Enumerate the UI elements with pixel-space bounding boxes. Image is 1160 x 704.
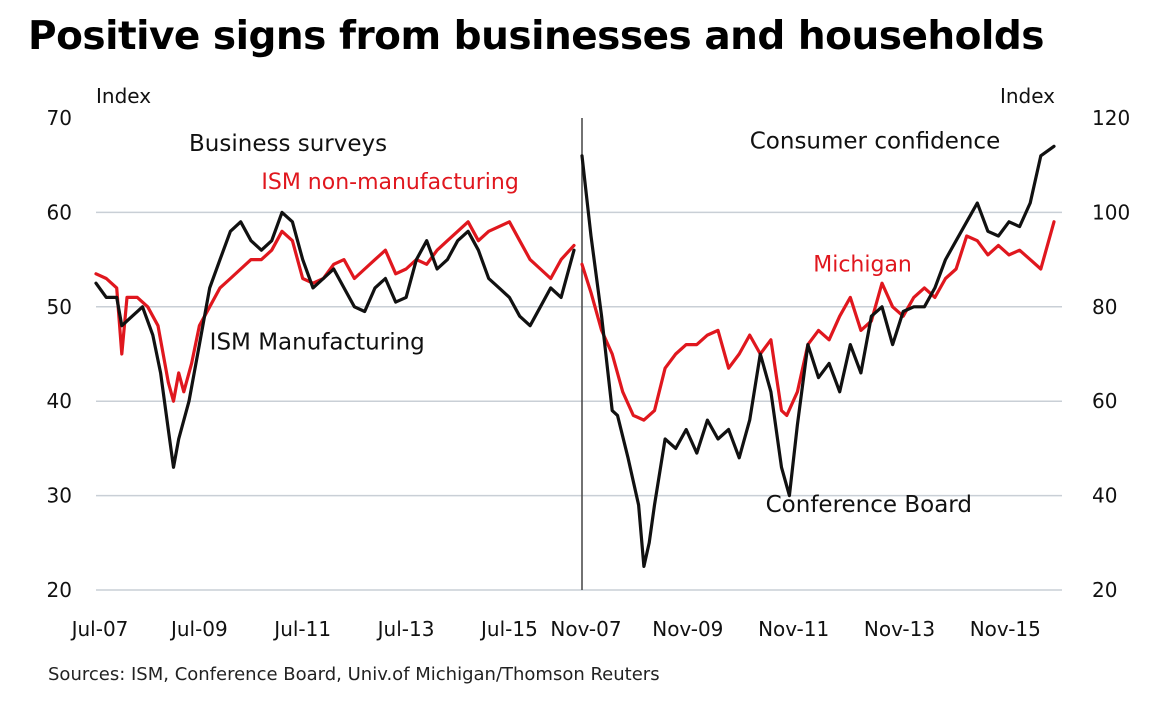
series [94, 144, 1056, 569]
x-tick-label: Nov-09 [652, 617, 723, 641]
annotation-label: ISM non-manufacturing [261, 170, 518, 195]
y-tick-label: 40 [47, 389, 72, 413]
y-tick-label: 60 [1092, 389, 1117, 413]
y-tick-label: 70 [47, 106, 72, 130]
y-tick-label: 60 [47, 200, 72, 224]
gridlines [96, 211, 1062, 591]
annotation-label: Business surveys [189, 131, 387, 157]
x-tick-label: Jul-15 [479, 617, 538, 641]
series-line-ism-manufacturing [94, 210, 576, 469]
x-tick-label: Nov-15 [970, 617, 1041, 641]
y-tick-label: 20 [1092, 578, 1117, 602]
annotation-label: Michigan [813, 252, 912, 277]
x-tick-label: Jul-11 [272, 617, 331, 641]
series-line-ism-non-manufacturing [94, 220, 576, 403]
series-line-michigan [580, 220, 1056, 422]
annotation-label: Conference Board [766, 492, 972, 518]
y-tick-label: 50 [47, 295, 72, 319]
left-axis-unit-label: Index [96, 84, 151, 108]
y-tick-label: 20 [47, 578, 72, 602]
chart-title: Positive signs from businesses and house… [28, 14, 1044, 59]
x-tick-label: Jul-09 [169, 617, 228, 641]
annotations: Business surveys ISM non-manufacturing ISM… [189, 129, 1000, 518]
axes: 20 30 40 50 60 70 Jul-07 Jul-09 Jul-11 Jul-13 Jul-… [47, 106, 1131, 641]
y-tick-label: 80 [1092, 295, 1117, 319]
annotation-label: ISM Manufacturing [210, 329, 425, 355]
x-tick-label: Nov-11 [758, 617, 829, 641]
series-line-conference-board [580, 144, 1056, 569]
x-tick-label: Nov-07 [550, 617, 621, 641]
y-tick-label: 100 [1092, 200, 1130, 224]
annotation-label: Consumer confidence [750, 129, 1001, 155]
x-tick-label: Nov-13 [864, 617, 935, 641]
y-tick-label: 30 [47, 484, 72, 508]
y-tick-label: 120 [1092, 106, 1130, 130]
right-axis-unit-label: Index [1000, 84, 1055, 108]
x-tick-label: Jul-07 [70, 617, 129, 641]
x-tick-label: Jul-13 [376, 617, 435, 641]
source-note: Sources: ISM, Conference Board, Univ.of … [48, 664, 660, 685]
y-tick-label: 40 [1092, 484, 1117, 508]
